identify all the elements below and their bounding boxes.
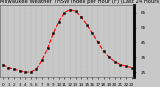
- Text: Milwaukee Weather THSW Index per Hour (F) (Last 24 Hours): Milwaukee Weather THSW Index per Hour (F…: [0, 0, 160, 4]
